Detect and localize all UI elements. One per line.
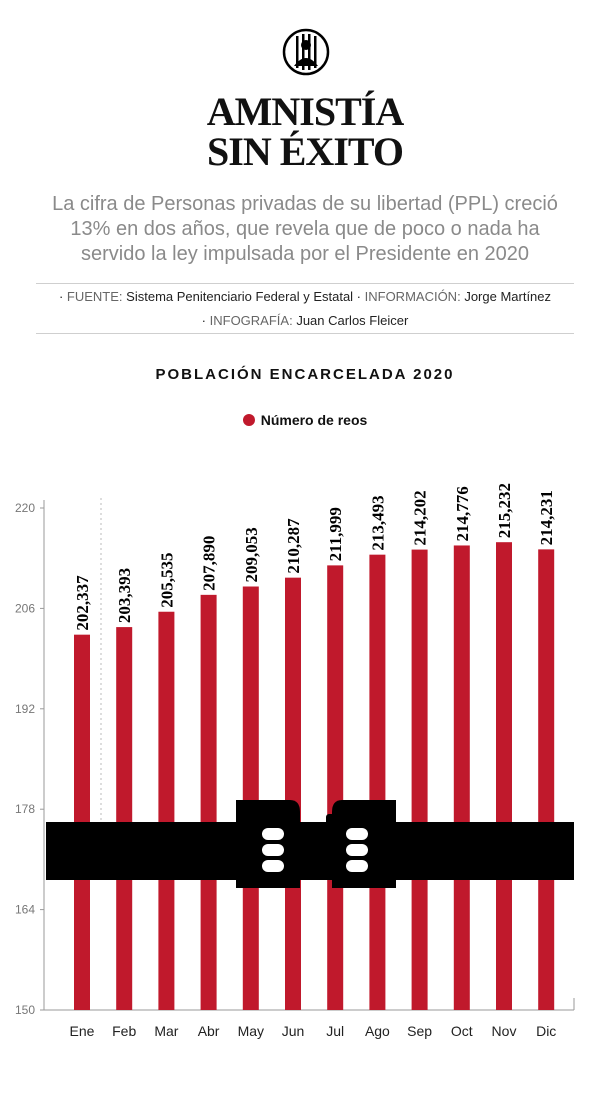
y-tick-label: 164 [15, 903, 35, 917]
x-tick-label: Abr [198, 1023, 220, 1039]
source-value: Sistema Penitenciario Federal y Estatal [126, 289, 354, 304]
prison-band [46, 822, 574, 880]
prisoner-behind-bars-icon [282, 28, 330, 76]
bar-feb [116, 627, 133, 1010]
divider-bottom [36, 333, 574, 334]
bar-jun [285, 577, 301, 1010]
bar-may [242, 586, 259, 1010]
infographic-value: Juan Carlos Fleicer [296, 313, 409, 328]
bar-oct [453, 545, 470, 1010]
x-tick-label: Sep [407, 1023, 432, 1039]
infographic-label: INFOGRAFÍA: [209, 313, 293, 328]
bar-mar [158, 611, 175, 1010]
x-tick-label: May [238, 1023, 264, 1039]
right-fist-icon [326, 800, 396, 888]
x-tick-label: Ene [70, 1023, 95, 1039]
chart-legend: Número de reos [0, 412, 610, 428]
bar-value-label: 210,287 [284, 518, 303, 574]
x-tick-label: Jul [326, 1023, 344, 1039]
x-tick-label: Jun [282, 1023, 305, 1039]
page-title-line-1: AMNISTÍA [206, 89, 404, 134]
bar-value-label: 214,231 [537, 490, 556, 545]
bar-ago [369, 554, 386, 1010]
y-tick-label: 206 [15, 601, 35, 615]
y-tick-label: 178 [15, 802, 35, 816]
bar-value-label: 213,493 [368, 495, 387, 550]
legend-label: Número de reos [260, 412, 368, 428]
bar-value-label: 215,232 [495, 483, 514, 538]
bar-value-label: 207,890 [200, 536, 219, 591]
bar-value-label: 209,053 [242, 527, 261, 582]
credits-line-1: · FUENTE: Sistema Penitenciario Federal … [58, 289, 552, 304]
left-fist-icon [236, 800, 300, 888]
subtitle: La cifra de Personas privadas de su libe… [52, 193, 558, 265]
x-tick-label: Dic [536, 1023, 556, 1039]
info-label: INFORMACIÓN: [364, 289, 461, 304]
x-tick-label: Ago [365, 1023, 390, 1039]
bar-value-label: 203,393 [115, 568, 134, 623]
bar-value-label: 211,999 [326, 507, 345, 561]
info-value: Jorge Martínez [464, 289, 552, 304]
bar-value-label: 202,337 [73, 575, 92, 631]
bar-value-label: 214,202 [411, 490, 430, 545]
divider-top [36, 283, 574, 284]
page-title-line-2: SIN ÉXITO [207, 129, 404, 174]
bar-sep [411, 549, 428, 1010]
source-label: FUENTE: [66, 289, 123, 304]
x-tick-label: Nov [492, 1023, 517, 1039]
bar-value-label: 214,776 [453, 486, 472, 541]
bar-dic [538, 549, 555, 1010]
chart-title: POBLACIÓN ENCARCELADA 2020 [155, 366, 455, 383]
credits-line-2: · INFOGRAFÍA: Juan Carlos Fleicer [201, 313, 409, 328]
x-tick-label: Oct [451, 1023, 473, 1039]
x-tick-label: Mar [154, 1023, 178, 1039]
bar-nov [496, 542, 512, 1010]
y-tick-label: 192 [15, 702, 35, 716]
legend-swatch [242, 414, 255, 426]
bar-abr [200, 594, 217, 1010]
y-tick-label: 220 [15, 501, 35, 515]
x-tick-label: Feb [112, 1023, 136, 1039]
bar-jul [327, 565, 344, 1010]
bar-value-label: 205,535 [157, 552, 176, 607]
y-tick-label: 150 [15, 1003, 35, 1017]
